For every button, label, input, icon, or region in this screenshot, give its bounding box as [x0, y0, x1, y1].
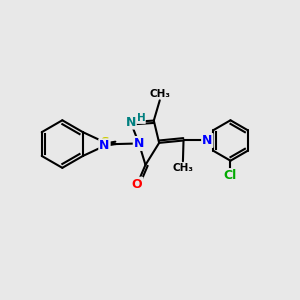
Text: N: N [202, 134, 212, 147]
Text: N: N [134, 137, 144, 150]
Text: CH₃: CH₃ [149, 88, 170, 99]
Text: N: N [99, 140, 110, 152]
Text: N: N [125, 116, 136, 129]
Text: CH₃: CH₃ [172, 163, 194, 173]
Text: H: H [136, 113, 145, 124]
Text: S: S [100, 136, 109, 149]
Text: Cl: Cl [224, 169, 237, 182]
Text: O: O [132, 178, 142, 191]
